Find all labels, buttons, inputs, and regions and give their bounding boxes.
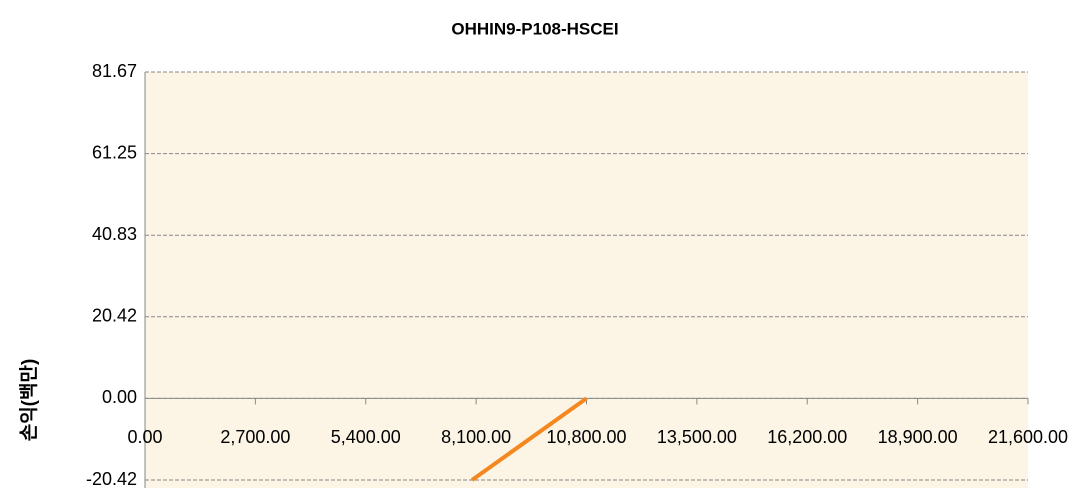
y-tick-label: 61.25 xyxy=(92,142,137,162)
y-tick-label: 40.83 xyxy=(92,224,137,244)
x-tick-label: 10,800.00 xyxy=(546,427,626,447)
y-tick-label: 20.42 xyxy=(92,306,137,326)
y-tick-label: 81.67 xyxy=(92,61,137,81)
x-tick-label: 5,400.00 xyxy=(331,427,401,447)
y-axis-label: 손익(백만) xyxy=(18,359,40,442)
x-tick-label: 21,600.00 xyxy=(988,427,1068,447)
x-tick-label: 0.00 xyxy=(127,427,162,447)
y-tick-label: 0.00 xyxy=(102,387,137,407)
chart-title: OHHIN9-P108-HSCEI xyxy=(451,19,618,38)
plot-area xyxy=(145,72,1028,488)
x-tick-label: 8,100.00 xyxy=(441,427,511,447)
x-tick-label: 16,200.00 xyxy=(767,427,847,447)
line-series xyxy=(470,396,588,482)
x-tick-label: 2,700.00 xyxy=(220,427,290,447)
x-tick-label: 13,500.00 xyxy=(657,427,737,447)
y-tick-label: -20.42 xyxy=(86,469,137,488)
x-tick-label: 18,900.00 xyxy=(878,427,958,447)
